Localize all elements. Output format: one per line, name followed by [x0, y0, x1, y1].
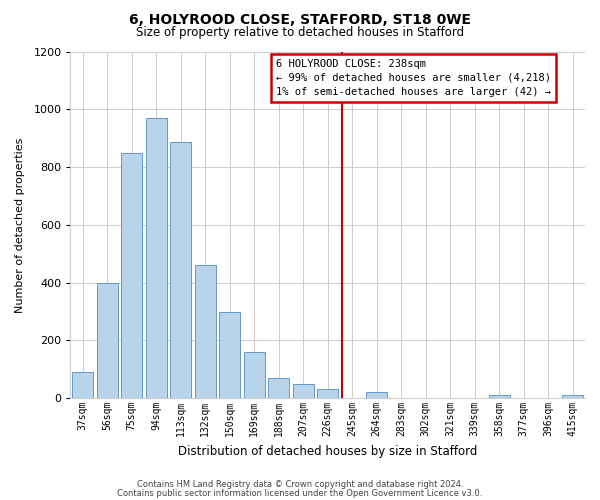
Bar: [489, 396, 509, 398]
Bar: [170, 142, 191, 398]
X-axis label: Distribution of detached houses by size in Stafford: Distribution of detached houses by size …: [178, 444, 478, 458]
Bar: [367, 392, 387, 398]
Bar: [220, 312, 240, 398]
Bar: [268, 378, 289, 398]
Text: Size of property relative to detached houses in Stafford: Size of property relative to detached ho…: [136, 26, 464, 39]
Text: 6 HOLYROOD CLOSE: 238sqm
← 99% of detached houses are smaller (4,218)
1% of semi: 6 HOLYROOD CLOSE: 238sqm ← 99% of detach…: [276, 58, 551, 96]
Bar: [146, 118, 167, 398]
Text: 6, HOLYROOD CLOSE, STAFFORD, ST18 0WE: 6, HOLYROOD CLOSE, STAFFORD, ST18 0WE: [129, 12, 471, 26]
Bar: [73, 372, 93, 398]
Bar: [97, 282, 118, 398]
Text: Contains public sector information licensed under the Open Government Licence v3: Contains public sector information licen…: [118, 488, 482, 498]
Bar: [562, 396, 583, 398]
Y-axis label: Number of detached properties: Number of detached properties: [15, 137, 25, 312]
Text: Contains HM Land Registry data © Crown copyright and database right 2024.: Contains HM Land Registry data © Crown c…: [137, 480, 463, 489]
Bar: [121, 152, 142, 398]
Bar: [244, 352, 265, 398]
Bar: [317, 390, 338, 398]
Bar: [195, 266, 215, 398]
Bar: [293, 384, 314, 398]
